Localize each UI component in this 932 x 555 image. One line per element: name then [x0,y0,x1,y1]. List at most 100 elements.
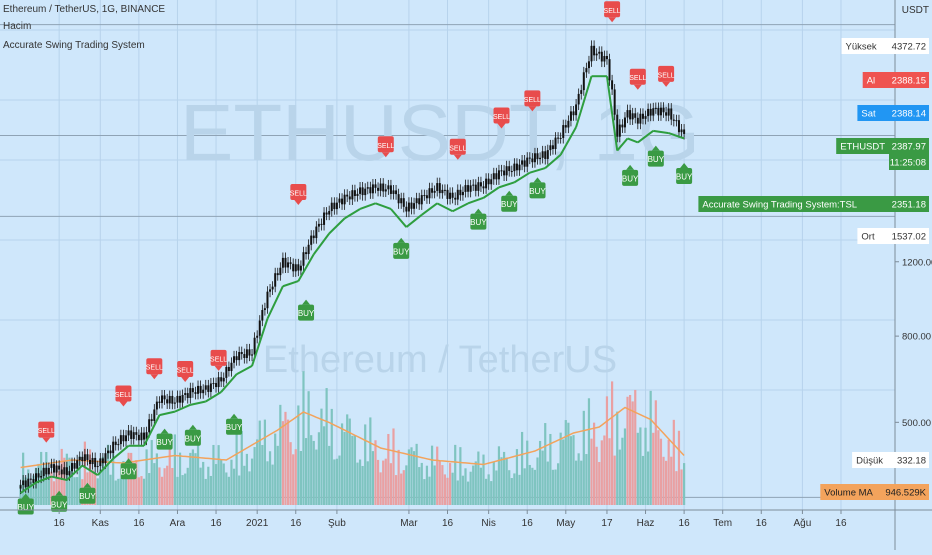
volume-bar [160,476,164,505]
volume-legend[interactable]: Hacim [3,21,32,32]
volume-bar [173,434,176,505]
candle-body [65,467,68,476]
volume-bar [564,420,567,505]
candle-body [209,383,212,392]
time-tick-label: Ağu [794,518,812,529]
volume-bar [312,440,315,505]
price-tag-value: 4372.72 [892,42,926,53]
volume-bar [621,437,624,505]
volume-bar [572,435,575,505]
candle-body [389,185,392,194]
symbol-legend[interactable]: Ethereum / TetherUS, 1G, BINANCE [3,4,166,15]
sell-signal: SELL [377,136,394,158]
candle-body [333,202,336,210]
candle-body [161,395,164,403]
sell-signal-label: SELL [290,191,307,198]
volume-bar [310,435,313,505]
indicator-legend[interactable]: Accurate Swing Trading System [3,40,145,51]
candle-body [425,195,428,199]
tsl-segment [653,129,669,135]
tsl-segment [482,186,500,199]
volume-bar [580,460,583,505]
volume-bar [315,449,318,505]
candle-body [338,198,341,203]
candle-body [104,453,107,464]
candle-body [662,107,665,113]
sell-signal-label: SELL [115,392,132,399]
volume-bar [577,453,580,505]
buy-signal-box [51,495,68,512]
buy-signal-label: BUY [622,174,639,183]
candle-body [665,112,668,116]
buy-signal-box [156,433,173,450]
candle-body [605,56,608,60]
candle-body [523,160,526,167]
sell-signal-label: SELL [38,428,55,435]
volume-bar [50,471,53,505]
price-tag: ETHUSDT 2387.97 11:25:08 [836,138,929,170]
volume-bar [369,417,372,505]
volume-bar [448,463,452,505]
time-tick-label: Ara [170,518,186,529]
sell-signal: SELL [177,361,194,383]
volume-bar [137,477,140,505]
candle-body [531,158,534,163]
volume-bar [423,479,426,505]
price-tag: Accurate Swing Trading System:TSL 2351.18 [698,196,929,212]
candle-body [652,108,655,116]
tsl-segment [616,137,629,152]
time-axis[interactable]: 16 Kas 16 Ara 16 2021 16 Şub Mar 16 Nis 16 May 17 Haz 1… [54,510,847,529]
volume-bar [178,452,182,505]
candle-body [384,189,387,192]
tsl-segment [575,75,593,128]
volume-bars [19,371,686,505]
volume-bar [99,469,102,505]
candle-body [659,107,662,116]
candle-body [554,137,557,150]
candle-body [53,464,56,473]
candle-body [143,432,146,440]
candle-body [189,388,192,398]
candle-body [117,444,120,446]
candle-body [276,273,279,276]
candle-body [348,196,351,200]
volume-bar [19,484,22,505]
volume-bar [348,418,351,505]
volume-bar [415,443,418,505]
volume-bar [420,462,423,505]
volume-bar [212,444,215,505]
volume-bar [122,461,125,505]
volume-bar [523,468,526,505]
sell-signal: SELL [629,68,646,90]
volume-bar [490,481,493,505]
candle-body [518,164,521,171]
buy-signal-pointer [83,482,92,488]
volume-bar [428,476,431,505]
volume-bar [554,469,557,505]
candle-body [302,252,305,266]
buy-signal-box [676,168,693,185]
volume-bar [333,459,336,505]
price-axis[interactable]: 1200.00 800.00 500.00 [895,257,932,429]
price-tick-label: 1200.00 [902,257,932,268]
candle-body [503,170,506,176]
tsl-segment [559,126,577,156]
sell-signal: SELL [604,1,621,23]
volume-bar [472,465,475,505]
volume-bar [142,478,146,505]
buy-signal-label: BUY [648,155,665,164]
candle-body [400,198,403,204]
candle-body [533,153,536,163]
tsl-segment [421,202,438,216]
time-tick-label: 16 [133,518,145,529]
sell-signal-pointer [381,152,390,158]
candle-body [472,184,475,186]
time-tick-label: 16 [756,518,768,529]
candle-body [616,114,619,137]
volume-bar [235,434,238,505]
candle-body [564,125,567,128]
candle-body [618,124,621,137]
candle-body [29,478,32,480]
